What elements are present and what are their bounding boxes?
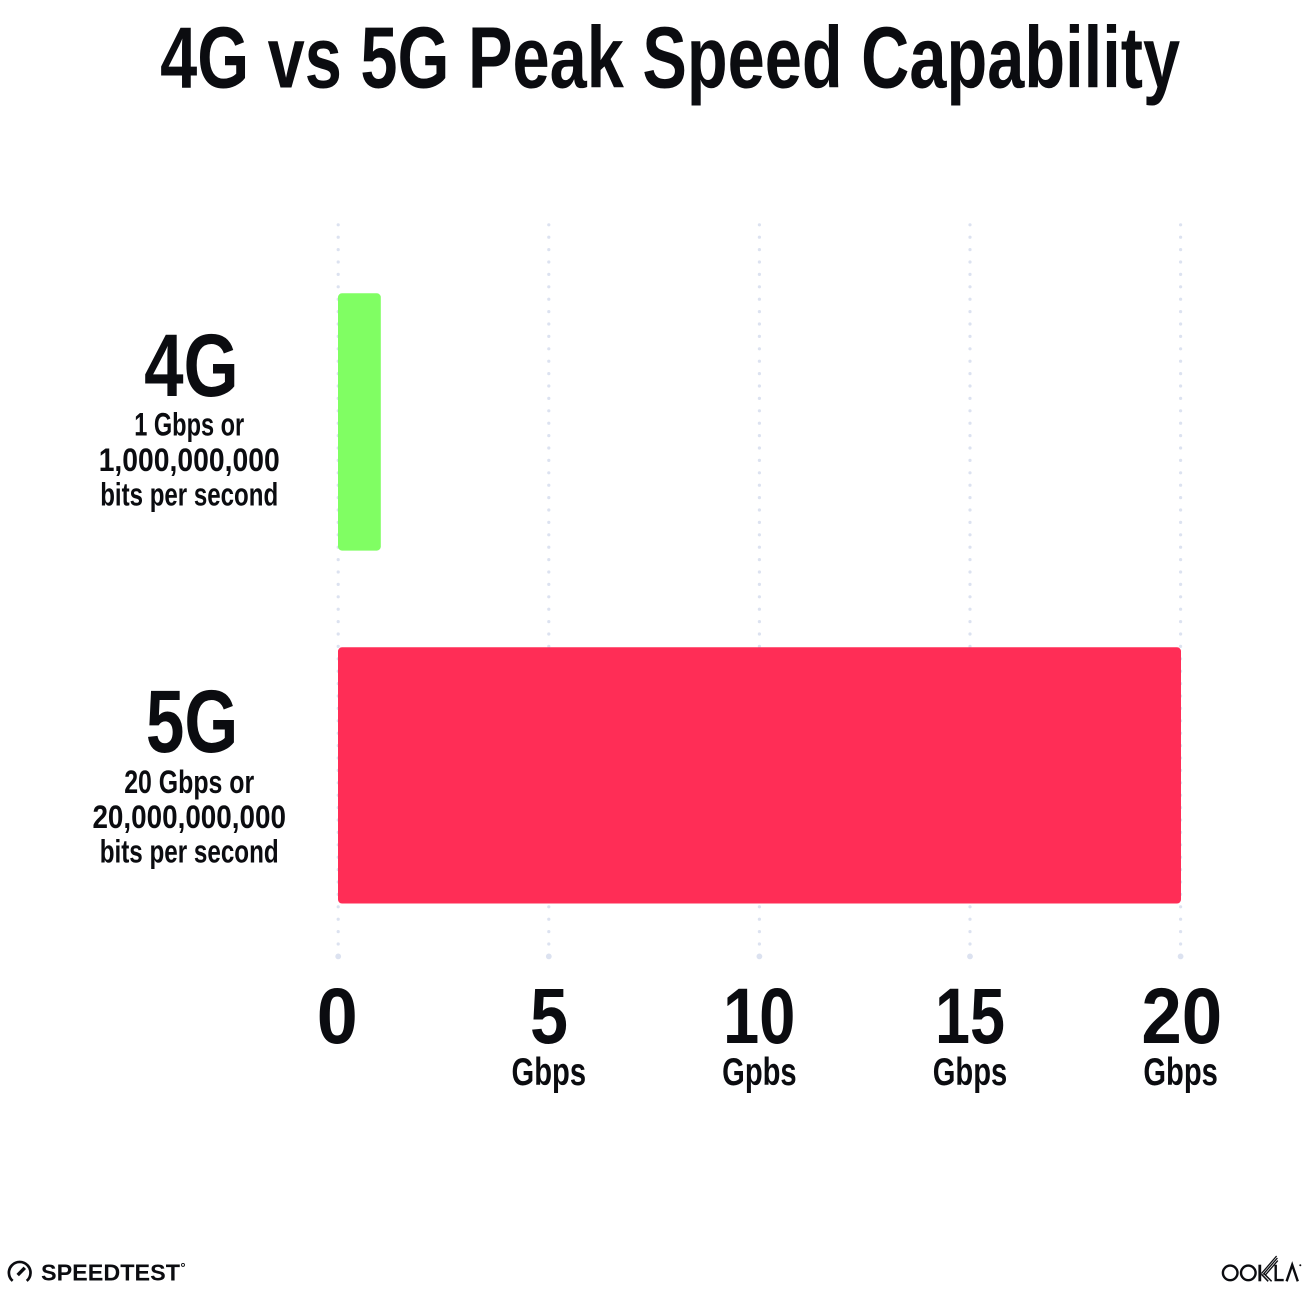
svg-text:20,000,000,000: 20,000,000,000 xyxy=(92,799,286,835)
svg-text:1,000,000,000: 1,000,000,000 xyxy=(99,442,280,478)
svg-text:SPEEDTEST: SPEEDTEST xyxy=(41,1260,180,1286)
svg-text:10: 10 xyxy=(723,971,796,1060)
svg-text:Gpbs: Gpbs xyxy=(722,1051,797,1094)
svg-text:Gbps: Gbps xyxy=(933,1051,1008,1094)
svg-text:0: 0 xyxy=(317,971,358,1060)
svg-text:Gbps: Gbps xyxy=(1143,1051,1218,1094)
svg-text:20 Gbps or: 20 Gbps or xyxy=(124,764,254,800)
svg-text:20: 20 xyxy=(1141,971,1222,1060)
svg-text:5G: 5G xyxy=(146,672,238,771)
svg-text:4G vs 5G Peak Speed Capability: 4G vs 5G Peak Speed Capability xyxy=(160,10,1180,107)
svg-text:4G: 4G xyxy=(144,316,239,415)
svg-text:bits per second: bits per second xyxy=(100,477,278,513)
svg-text:5: 5 xyxy=(530,971,568,1060)
svg-text:Gbps: Gbps xyxy=(512,1051,587,1094)
svg-text:bits per second: bits per second xyxy=(100,833,279,869)
svg-text:15: 15 xyxy=(935,971,1005,1060)
svg-text:1 Gbps or: 1 Gbps or xyxy=(134,407,244,443)
